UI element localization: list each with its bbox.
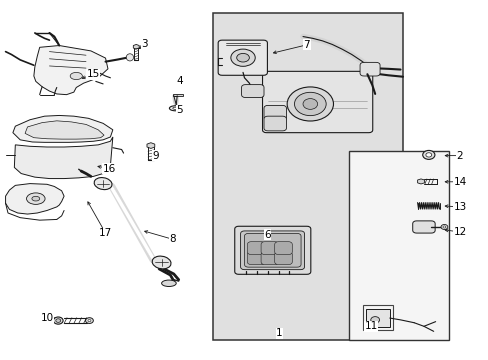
Ellipse shape: [303, 99, 317, 109]
Ellipse shape: [70, 72, 82, 80]
Ellipse shape: [422, 150, 434, 159]
Ellipse shape: [169, 106, 181, 111]
FancyBboxPatch shape: [247, 252, 264, 265]
Ellipse shape: [425, 153, 431, 157]
Ellipse shape: [94, 177, 112, 190]
FancyBboxPatch shape: [264, 116, 286, 131]
Bar: [362, 305, 392, 330]
FancyBboxPatch shape: [247, 242, 264, 255]
Polygon shape: [133, 44, 139, 49]
FancyBboxPatch shape: [412, 221, 434, 233]
Text: 11: 11: [364, 321, 377, 331]
FancyBboxPatch shape: [244, 233, 301, 267]
FancyBboxPatch shape: [274, 242, 292, 255]
Bar: [348, 151, 448, 339]
Polygon shape: [25, 121, 104, 139]
FancyBboxPatch shape: [234, 226, 310, 274]
Ellipse shape: [85, 318, 93, 323]
Text: 14: 14: [452, 177, 466, 187]
Text: 5: 5: [176, 105, 183, 115]
FancyBboxPatch shape: [262, 71, 372, 133]
Ellipse shape: [88, 319, 91, 321]
Ellipse shape: [53, 317, 63, 324]
Text: 10: 10: [41, 313, 54, 323]
Text: 4: 4: [176, 76, 183, 86]
Polygon shape: [34, 45, 108, 95]
Polygon shape: [5, 184, 64, 214]
Ellipse shape: [56, 319, 61, 322]
Text: 13: 13: [452, 202, 466, 212]
Text: 9: 9: [152, 150, 159, 161]
Polygon shape: [14, 137, 113, 179]
Text: 17: 17: [99, 228, 112, 238]
Ellipse shape: [152, 256, 171, 269]
FancyBboxPatch shape: [218, 40, 267, 75]
Text: 16: 16: [102, 163, 115, 174]
Ellipse shape: [172, 107, 177, 109]
Polygon shape: [13, 116, 113, 142]
Text: 2: 2: [456, 150, 463, 161]
FancyBboxPatch shape: [240, 231, 304, 270]
Text: 6: 6: [264, 230, 270, 239]
Ellipse shape: [286, 87, 333, 121]
Ellipse shape: [370, 317, 379, 323]
Ellipse shape: [161, 280, 176, 287]
FancyBboxPatch shape: [241, 85, 264, 98]
Text: 3: 3: [141, 40, 147, 49]
Text: 1: 1: [276, 328, 283, 338]
Ellipse shape: [230, 49, 255, 66]
Ellipse shape: [442, 226, 445, 228]
Text: 7: 7: [303, 40, 309, 50]
Ellipse shape: [294, 92, 325, 116]
Ellipse shape: [32, 196, 40, 201]
Ellipse shape: [236, 53, 249, 62]
Text: 15: 15: [86, 69, 100, 79]
Text: 12: 12: [452, 227, 466, 237]
FancyBboxPatch shape: [264, 105, 286, 120]
Ellipse shape: [126, 54, 133, 61]
Polygon shape: [417, 179, 424, 184]
Ellipse shape: [440, 225, 447, 229]
Text: 8: 8: [169, 234, 175, 244]
Bar: [212, 13, 402, 339]
FancyBboxPatch shape: [274, 252, 292, 265]
Bar: [172, 94, 182, 96]
FancyBboxPatch shape: [261, 242, 278, 255]
Polygon shape: [147, 143, 155, 148]
Ellipse shape: [26, 193, 45, 204]
FancyBboxPatch shape: [359, 62, 379, 76]
FancyBboxPatch shape: [261, 252, 278, 265]
Bar: [366, 309, 389, 327]
